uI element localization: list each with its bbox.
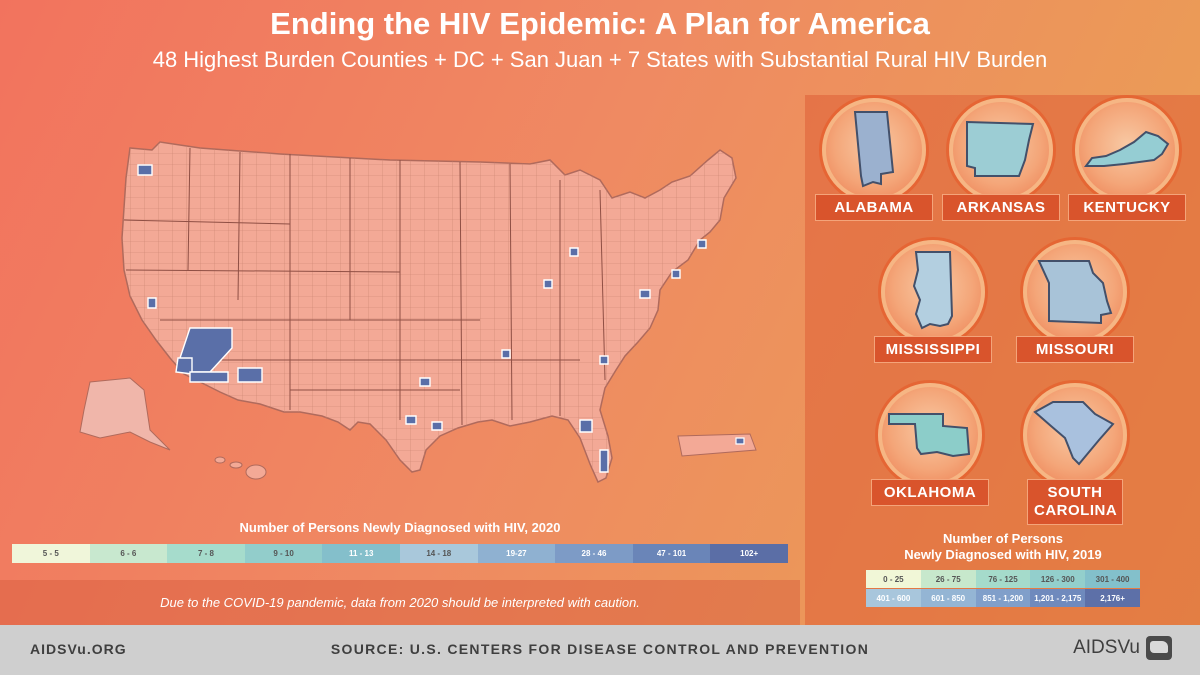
county-harris [431,421,443,431]
legend_2019-row-1-bin: 126 - 300 [1030,570,1086,588]
footer-source: SOURCE: U.S. CENTERS FOR DISEASE CONTROL… [330,641,870,657]
legend_2020.bins-bin: 9 - 10 [244,544,323,563]
state-circle [1023,240,1127,344]
state-card-oklahoma: OKLAHOMA [871,383,989,506]
county-riverside [189,371,229,383]
aidsvu-logo-text: AIDSVu [1073,637,1140,658]
state-card-alabama: ALABAMA [815,98,933,221]
legend_2020.bins-bin: 47 - 101 [632,544,711,563]
legend_2019-row-2-bin: 1,201 - 2,175 [1030,589,1086,607]
legend-2020-title: Number of Persons Newly Diagnosed with H… [239,520,561,535]
county-nyc [671,269,681,279]
county-miami-dade [599,449,609,473]
state-circle [881,240,985,344]
legend_2019-row-1-bin: 301 - 400 [1085,570,1140,588]
legend_2020.bins-bin: 5 - 5 [12,544,90,563]
county-boston [697,239,707,249]
oklahoma-shape-icon [888,413,971,458]
county-wayne [569,247,579,257]
legend-2019-row-2: 401 - 600 601 - 850 851 - 1,200 1,201 - 2,1… [866,589,1140,607]
legend-2019-title-line2: Newly Diagnosed with HIV, 2019 [904,547,1102,562]
county-ok-city [419,377,431,387]
county-cook [543,279,553,289]
us-map-svg [79,141,757,484]
footer: AIDSVu.ORG SOURCE: U.S. CENTERS FOR DISE… [0,625,1200,675]
state-label: ALABAMA [815,194,933,221]
state-circle [822,98,926,202]
state-circle [878,383,982,487]
us-map [60,120,800,530]
legend_2020.bins-bin: 14 - 18 [399,544,478,563]
county-grid [122,142,736,482]
kentucky-shape-icon [1084,130,1170,167]
state-label: OKLAHOMA [871,479,989,506]
state-card-arkansas: ARKANSAS [942,98,1060,221]
legend_2020.bins-bin: 28 - 46 [555,544,633,563]
county-atlanta [501,349,511,359]
alabama-shape-icon [853,111,895,188]
state-label: SOUTH CAROLINA [1027,479,1123,525]
legend_2020.bins-bin: 6 - 6 [89,544,168,563]
legend_2019-row-1-bin: 0 - 25 [866,570,921,588]
state-card-kentucky: KENTUCKY [1068,98,1186,221]
state-label: ARKANSAS [942,194,1060,221]
county-orange-fl [579,419,593,433]
mississippi-shape-icon [912,251,954,330]
arkansas-shape-icon [966,120,1035,177]
aidsvu-logo: AIDSVu [1073,636,1172,660]
page-subtitle: 48 Highest Burden Counties + DC + San Ju… [152,47,1048,72]
state-label: KENTUCKY [1068,194,1186,221]
state-label: MISSOURI [1016,336,1134,363]
legend_2019-row-2-bin: 2,176+ [1085,589,1140,607]
caution-note: Due to the COVID-19 pandemic, data from … [160,595,640,610]
county-baltimore [639,289,651,299]
state-circle [1023,383,1127,487]
legend_2019-row-1-bin: 26 - 75 [920,570,976,588]
hawaii-shape [214,456,267,480]
state-circle [949,98,1053,202]
legend_2019-row-2-bin: 601 - 850 [920,589,976,607]
page-title: Ending the HIV Epidemic: A Plan for Amer… [270,6,930,41]
legend_2020.bins-bin: 7 - 8 [167,544,245,563]
county-sf-area [147,297,157,309]
legend-2019-title: Number of Persons Newly Diagnosed with H… [866,531,1140,563]
county-san-juan [735,437,745,445]
footer-site-link[interactable]: AIDSVu.ORG [30,641,127,657]
state-card-mississippi: MISSISSIPPI [874,240,992,363]
legend_2019-row-1-bin: 76 - 125 [975,570,1031,588]
puerto-rico-shape [677,433,757,457]
state-borders [123,147,606,426]
county-maricopa [237,367,263,383]
legend-2019-row-1: 0 - 25 26 - 75 76 - 125 126 - 300 301 - 400 [866,570,1140,588]
county-mecklenburg [599,355,609,365]
legend-2019-title-line1: Number of Persons [943,531,1063,546]
state-card-missouri: MISSOURI [1016,240,1134,363]
state-circle [1075,98,1179,202]
legend_2019-row-2-bin: 851 - 1,200 [975,589,1031,607]
legend_2020.bins-bin: 102+ [710,544,788,563]
south-carolina-shape-icon [1033,401,1115,466]
speech-bubble-map-icon [1146,636,1172,660]
alaska-shape [79,377,171,451]
legend_2020.bins-bin: 19-27 [477,544,556,563]
highlighted-counties [137,164,707,473]
missouri-shape-icon [1037,260,1113,325]
state-card-south-carolina: SOUTH CAROLINA [1016,383,1134,525]
legend_2019-row-2-bin: 401 - 600 [866,589,921,607]
state-label: MISSISSIPPI [874,336,992,363]
legend_2020.bins-bin: 11 - 13 [322,544,400,563]
county-king-wa [137,164,153,176]
county-dallas [405,415,417,425]
caution-bar [0,580,800,625]
